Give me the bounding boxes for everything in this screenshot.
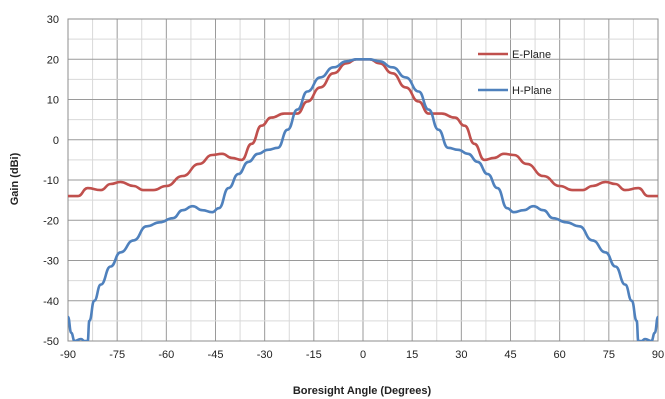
y-tick-label: -30 [43, 256, 59, 268]
y-tick-label: 10 [47, 95, 59, 107]
tick-labels: -90 -75 -60 -45 -30 -15 0 15 30 45 60 75 90 30 20 10 0 -1… [43, 14, 664, 361]
series-lines [68, 58, 658, 341]
y-tick-label: -10 [43, 175, 59, 187]
y-tick-label: -20 [43, 215, 59, 227]
y-tick-label: 30 [47, 14, 59, 26]
x-axis-title: Boresight Angle (Degrees) [293, 385, 432, 397]
plot-area-frame [67, 18, 659, 342]
legend-label-h-plane: H-Plane [512, 85, 552, 97]
x-tick-label: 30 [455, 349, 467, 361]
y-tick-label: -50 [43, 336, 59, 348]
x-tick-label: 90 [652, 349, 664, 361]
chart-legend: E-Plane H-Plane [478, 49, 552, 97]
chart-grid [67, 18, 659, 342]
y-tick-label: -40 [43, 296, 59, 308]
legend-label-e-plane: E-Plane [512, 49, 551, 61]
x-tick-label: -75 [109, 349, 125, 361]
x-tick-label: -90 [60, 349, 76, 361]
x-tick-label: 0 [360, 349, 366, 361]
x-tick-label: -45 [208, 349, 224, 361]
x-tick-label: 60 [554, 349, 566, 361]
x-tick-label: -30 [257, 349, 273, 361]
series-line-h-plane [68, 58, 658, 341]
x-tick-label: 45 [504, 349, 516, 361]
y-tick-label: 20 [47, 54, 59, 66]
y-axis-title: Gain (dBi) [9, 152, 21, 205]
x-tick-label: -15 [306, 349, 322, 361]
y-tick-label: 0 [53, 135, 59, 147]
x-tick-label: 75 [603, 349, 615, 361]
x-tick-label: -60 [158, 349, 174, 361]
x-tick-label: 15 [406, 349, 418, 361]
